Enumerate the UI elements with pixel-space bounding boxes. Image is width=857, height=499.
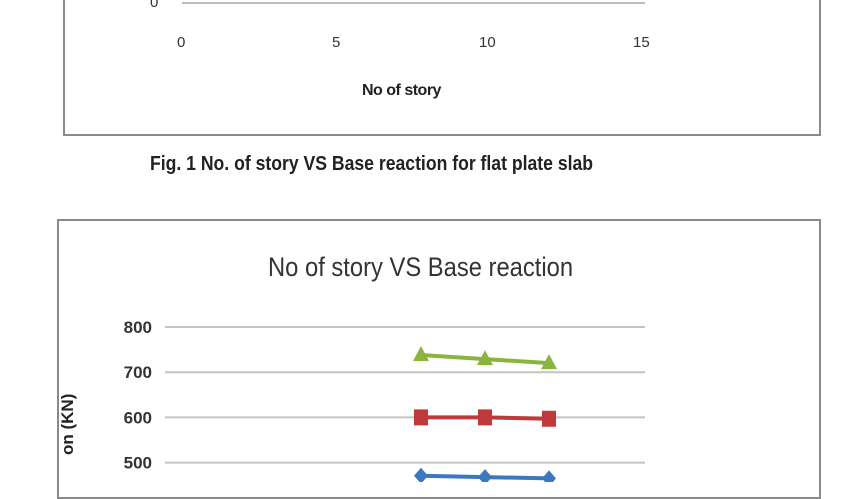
chart-1-frame xyxy=(63,0,821,136)
data-point-diamond xyxy=(542,470,556,482)
chart-2-plot: 800 700 600 500 xyxy=(124,318,645,482)
data-point-triangle xyxy=(541,354,557,370)
chart-1-x-tick: 15 xyxy=(633,34,650,51)
chart-2-frame xyxy=(57,219,821,499)
figure-caption: Fig. 1 No. of story VS Base reaction for… xyxy=(150,153,594,175)
chart-1-x-axis-line xyxy=(182,2,645,4)
y-tick-label: 800 xyxy=(124,318,152,337)
data-point-square xyxy=(542,410,556,427)
y-tick-label: 500 xyxy=(124,454,152,473)
data-point-square xyxy=(478,409,492,426)
chart-1-x-tick: 0 xyxy=(177,34,186,51)
data-point-triangle xyxy=(413,346,429,362)
data-point-diamond xyxy=(478,469,492,482)
chart-1-x-axis-label: No of story xyxy=(362,82,441,99)
chart-1-x-tick: 5 xyxy=(332,34,341,51)
data-point-triangle xyxy=(477,350,493,366)
chart-1-y-tick: 0 xyxy=(150,0,159,11)
y-tick-label: 700 xyxy=(124,363,152,382)
chart-2-title: No of story VS Base reaction xyxy=(268,252,574,282)
data-point-diamond xyxy=(414,467,428,482)
y-tick-label: 600 xyxy=(124,408,152,427)
chart-1-x-tick: 10 xyxy=(479,34,496,51)
data-point-square xyxy=(414,409,428,426)
